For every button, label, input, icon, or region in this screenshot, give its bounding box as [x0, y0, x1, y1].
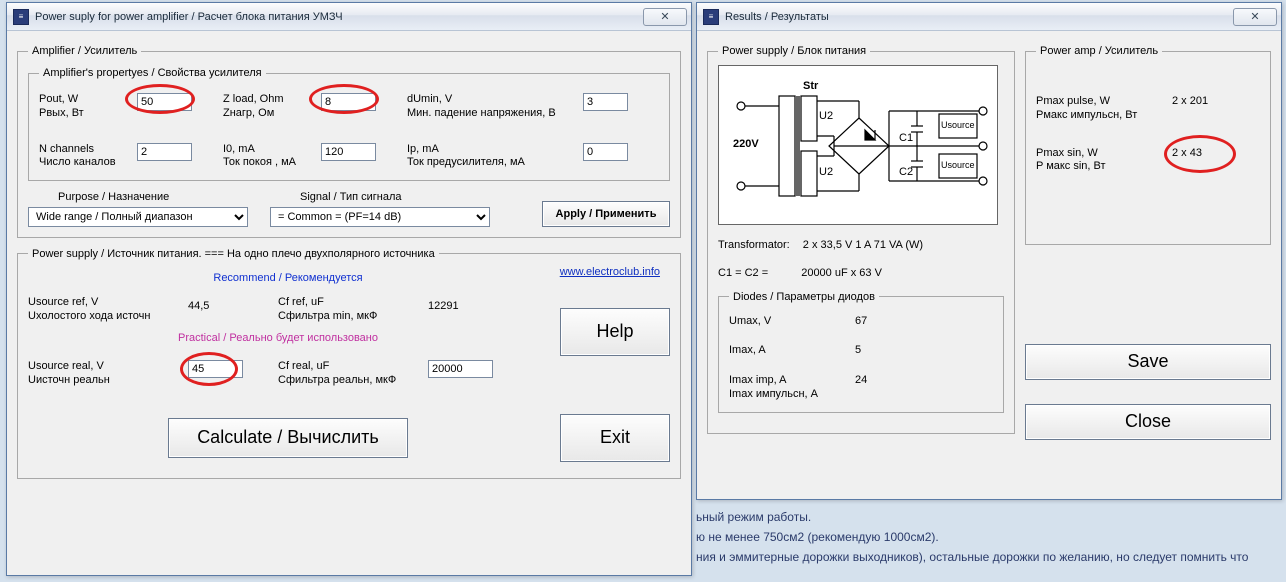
iimp-value: 24	[855, 374, 867, 388]
sch-label-c2: C2	[899, 166, 913, 178]
bg-text: ьный режим работы.	[696, 510, 811, 524]
transformator-label: Transformator:	[718, 239, 790, 251]
window-results: ≡ Results / Результаты ✕ Power supply / …	[696, 2, 1282, 500]
bg-text: ния и эммитерные дорожки выходников), ос…	[696, 550, 1248, 564]
cfref-value: 12291	[428, 300, 459, 314]
purpose-select[interactable]: Wide range / Полный диапазон	[28, 207, 248, 227]
power-amp-group: Power amp / Усилитель Pmax pulse, W Рмак…	[1025, 45, 1271, 245]
cfreal-input[interactable]	[428, 360, 493, 378]
purpose-label: Purpose / Назначение	[58, 191, 264, 205]
transformator-value: 2 x 33,5 V 1 A 71 VA (W)	[803, 239, 923, 251]
sch-label-u2: U2	[819, 110, 833, 122]
close-icon[interactable]: ✕	[643, 8, 687, 26]
sch-label-c1: C1	[899, 132, 913, 144]
usrc-ref-value: 44,5	[188, 300, 209, 314]
bg-text: ю не менее 750см2 (рекомендую 1000см2).	[696, 530, 939, 544]
dumin-input[interactable]	[583, 93, 628, 111]
zload-input[interactable]	[321, 93, 376, 111]
pmax-pulse-label: Pmax pulse, W Рмакс импульсн, Вт	[1036, 95, 1166, 123]
group-legend: Amplifier's propertyes / Свойства усилит…	[39, 67, 266, 79]
amp-properties-group: Amplifier's propertyes / Свойства усилит…	[28, 67, 670, 181]
electroclub-link[interactable]: www.electroclub.info	[560, 266, 660, 278]
pout-input[interactable]	[137, 93, 192, 111]
nchannels-input[interactable]	[137, 143, 192, 161]
group-legend: Diodes / Параметры диодов	[729, 291, 879, 303]
group-legend: Power amp / Усилитель	[1036, 45, 1162, 57]
window-title: Power suply for power amplifier / Расчет…	[35, 11, 643, 23]
iimp-label: Imax imp, A Imax импульсн, А	[729, 374, 849, 402]
ip-input[interactable]	[583, 143, 628, 161]
ip-label: Ip, mA Ток предусилителя, мА	[407, 143, 577, 171]
schematic-diagram: Str 220V U2 U2 C1 C2 Usource Usource	[718, 65, 998, 225]
sch-label-u2: U2	[819, 166, 833, 178]
recommend-heading: Recommend / Рекомендуется	[158, 272, 418, 284]
c1c2-label: C1 = C2 =	[718, 267, 768, 279]
exit-button[interactable]: Exit	[560, 414, 670, 462]
cfreal-label: Cf real, uF Сфильтра реальн, мкФ	[278, 360, 396, 388]
calculate-button[interactable]: Calculate / Вычислить	[168, 418, 408, 458]
pmax-sin-value: 2 x 43	[1172, 147, 1202, 161]
window-power-supply: ≡ Power suply for power amplifier / Расч…	[6, 2, 692, 576]
signal-label: Signal / Тип сигнала	[300, 191, 506, 205]
practical-heading: Practical / Реально будет использовано	[128, 332, 428, 344]
signal-select[interactable]: = Common = (PF=14 dB)	[270, 207, 490, 227]
sch-label-220v: 220V	[733, 138, 759, 150]
app-icon: ≡	[13, 9, 29, 25]
results-ps-group: Power supply / Блок питания	[707, 45, 1015, 434]
sch-label-usource: Usource	[941, 160, 975, 170]
app-icon: ≡	[703, 9, 719, 25]
group-legend: Power supply / Блок питания	[718, 45, 870, 57]
imax-label: Imax, A	[729, 344, 849, 358]
zload-label: Z load, Ohm Zнагр, Ом	[223, 93, 315, 121]
power-supply-group: Power supply / Источник питания. === На …	[17, 248, 681, 479]
i0-label: I0, mA Ток покоя , мА	[223, 143, 315, 171]
titlebar: ≡ Power suply for power amplifier / Расч…	[7, 3, 691, 31]
titlebar: ≡ Results / Результаты ✕	[697, 3, 1281, 31]
group-legend: Power supply / Источник питания. === На …	[28, 248, 439, 260]
pout-label: Pout, W Рвых, Вт	[39, 93, 131, 121]
dumin-label: dUmin, V Мин. падение напряжения, В	[407, 93, 577, 121]
sch-label-usource: Usource	[941, 120, 975, 130]
umax-label: Umax, V	[729, 315, 849, 329]
window-title: Results / Результаты	[725, 11, 1233, 23]
save-button[interactable]: Save	[1025, 344, 1271, 380]
apply-button[interactable]: Apply / Применить	[542, 201, 670, 227]
usrc-ref-label: Usource ref, V Uхолостого хода источн	[28, 296, 168, 324]
usrc-real-input[interactable]	[188, 360, 243, 378]
imax-value: 5	[855, 344, 861, 358]
usrc-real-label: Usource real, V Uисточн реальн	[28, 360, 168, 388]
sch-label-str: Str	[803, 80, 818, 92]
help-button[interactable]: Help	[560, 308, 670, 356]
cfref-label: Cf ref, uF Сфильтра min, мкФ	[278, 296, 377, 324]
amplifier-group: Amplifier / Усилитель Amplifier's proper…	[17, 45, 681, 238]
close-button[interactable]: Close	[1025, 404, 1271, 440]
group-legend: Amplifier / Усилитель	[28, 45, 141, 57]
umax-value: 67	[855, 315, 867, 329]
nchannels-label: N channels Число каналов	[39, 143, 131, 171]
i0-input[interactable]	[321, 143, 376, 161]
close-icon[interactable]: ✕	[1233, 8, 1277, 26]
c1c2-value: 20000 uF x 63 V	[801, 267, 882, 279]
diodes-group: Diodes / Параметры диодов Umax, V 67 Ima…	[718, 291, 1004, 413]
pmax-pulse-value: 2 x 201	[1172, 95, 1208, 109]
pmax-sin-label: Pmax sin, W P макс sin, Вт	[1036, 147, 1166, 175]
